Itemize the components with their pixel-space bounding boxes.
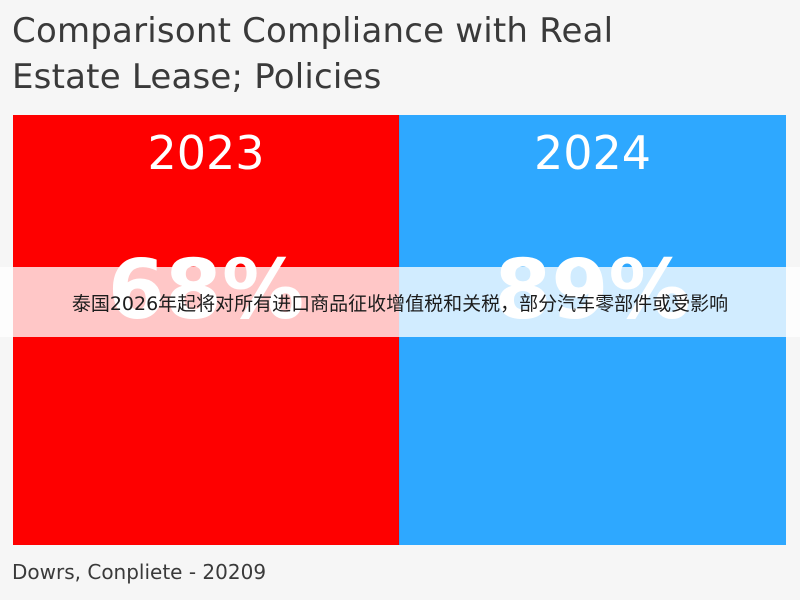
- category-label-2023: 2023: [147, 126, 264, 180]
- chart-title: Comparisont Compliance with Real Estate …: [12, 11, 614, 97]
- news-banner: 泰国2026年起将对所有进口商品征收增值税和关税，部分汽车零部件或受影响: [0, 267, 800, 337]
- banner-text: 泰国2026年起将对所有进口商品征收增值税和关税，部分汽车零部件或受影响: [71, 292, 729, 315]
- source-footnote: Dowrs, Conpliete - 20209: [12, 560, 267, 584]
- category-label-2024: 2024: [534, 126, 651, 180]
